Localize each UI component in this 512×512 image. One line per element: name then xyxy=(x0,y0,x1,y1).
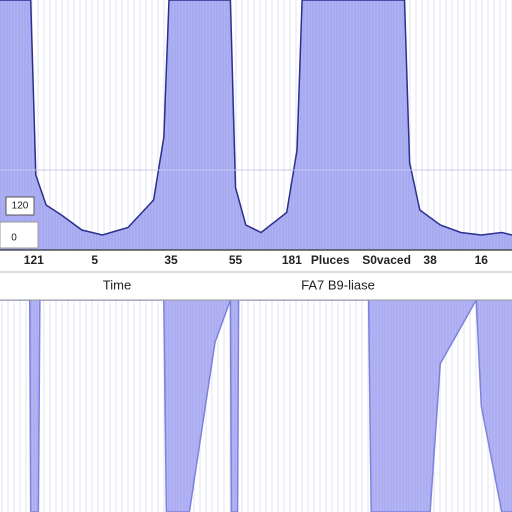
area-hatch xyxy=(0,300,512,512)
x-tick-label: 16 xyxy=(475,253,489,267)
top-panel xyxy=(0,0,512,250)
x-tick-label: S0vaced xyxy=(362,253,411,267)
x-tick-label: 35 xyxy=(164,253,178,267)
label-box xyxy=(0,221,39,249)
area-line xyxy=(0,297,512,512)
annotation: 120 xyxy=(12,201,29,212)
x-tick-label: 5 xyxy=(91,253,98,267)
x-tick-label: 38 xyxy=(423,253,437,267)
label-box xyxy=(5,196,35,216)
axis-band xyxy=(0,250,512,300)
x-axis-label: Time xyxy=(103,277,131,292)
x-tick-label: 121 xyxy=(24,253,44,267)
x-tick-label: 181 xyxy=(282,253,302,267)
x-tick-label: 55 xyxy=(229,253,243,267)
area-line xyxy=(0,0,512,236)
x-axis-label: FA7 B9-liase xyxy=(301,277,375,292)
annotation: 0 xyxy=(11,233,17,244)
x-tick-label: Pluces xyxy=(311,253,350,267)
area-hatch xyxy=(0,0,512,250)
